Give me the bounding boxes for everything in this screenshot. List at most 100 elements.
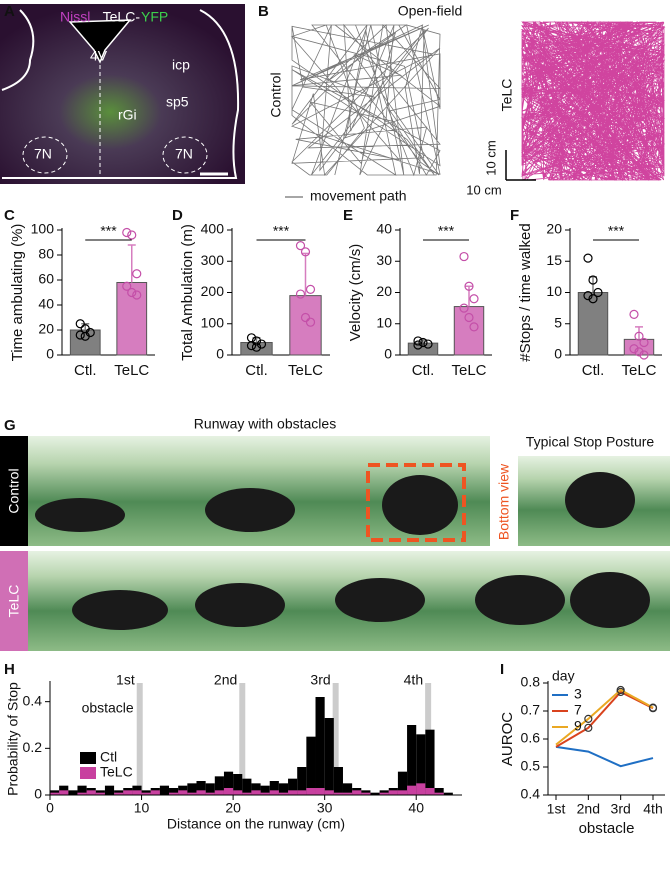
hist-bar [251,790,261,795]
hist-bar [178,790,188,795]
hist-bar [260,785,270,795]
movement-path [520,20,666,182]
y-tick-label: 60 [38,271,54,287]
x-tick-label: TeLC [114,362,149,379]
significance: *** [608,223,625,239]
marker [584,723,593,732]
data-point [634,331,644,341]
hist-bar [397,790,408,795]
data-point [418,337,428,348]
data-point [469,294,479,304]
data-point [639,350,649,360]
y-tick-label: 5 [554,314,562,330]
data-point [122,227,132,238]
y-tick-label: 0.4 [521,786,541,802]
x-tick-label: TeLC [621,362,656,379]
hist-bar [159,785,170,795]
hist-bar [288,790,298,795]
y-tick-label: 0.8 [521,674,541,690]
y-axis-label: Time ambulating (%) [9,224,26,362]
hist-bar [324,790,334,795]
hist-bar [77,792,87,795]
hist-bar [214,776,224,795]
legend-label: movement path [310,188,407,204]
x-axis-label: obstacle [579,820,635,837]
legend-label: TeLC [100,764,133,780]
hist-bar [223,788,234,795]
hist-bar [187,792,197,795]
data-point [295,289,306,299]
y-axis-label: AUROC [499,712,516,766]
legend-label: 7 [574,702,582,718]
data-point [300,247,311,257]
y-tick-label: 10 [546,283,562,299]
data-point [300,312,311,323]
y-axis-label: #Stops / time walked [517,223,534,361]
row-label: TeLC [6,585,22,618]
hist-bar [397,771,408,795]
x-tick-label: 1st [547,801,566,817]
stain-label: TeLC- [103,9,141,25]
data-point [469,322,479,332]
series-line [555,690,654,748]
data-point [132,290,142,300]
y-tick-label: 100 [31,221,55,237]
data-point [634,347,644,357]
y-axis-label: Probability of Stop [5,682,21,796]
track-telc [520,20,666,182]
hist-bar [242,792,252,795]
y-tick-label: 0 [554,346,562,362]
marker [616,685,625,695]
hist-bar [425,729,435,795]
hist-bar [59,790,69,795]
bar [116,282,148,356]
hist-bar [333,767,343,795]
hist-bar [443,792,453,795]
y-tick-label: 30 [376,252,392,268]
hist-bar [269,790,279,795]
x-tick-label: Ctl. [582,362,605,379]
hist-bar [251,783,261,795]
y-tick-label: 0 [34,786,42,802]
y-tick-label: 0 [384,346,392,362]
data-point [127,287,137,298]
obstacle [136,683,143,795]
y-tick-label: 0.4 [23,692,43,708]
data-point [413,336,423,346]
panel-title: Runway with obstacles [194,416,336,432]
data-point [629,309,639,319]
hist-bar [370,792,380,795]
hist-bar [260,792,270,795]
data-point [464,281,474,291]
data-point [305,284,316,294]
hist-bar [196,790,206,795]
inset-title: Typical Stop Posture [526,434,655,450]
region-label: icp [172,57,190,73]
hist-bar [141,792,151,795]
y-axis-label: Total Ambulation (m) [179,224,196,361]
x-tick-label: TeLC [451,362,486,379]
hist-bar [306,736,316,795]
legend-title: day [552,668,575,684]
hist-bar [425,788,435,795]
y-tick-label: 0.2 [23,739,43,755]
x-tick-label: 2nd [577,801,600,817]
panel-letter: F [510,207,519,224]
region-label: 7N [175,146,193,162]
data-point [305,317,316,327]
obstacle-label: 2nd [214,672,237,688]
data-point [75,319,85,329]
y-tick-label: 20 [546,221,562,237]
hist-bar [361,792,371,795]
hist-bar [205,783,215,795]
hist-bar [324,718,334,795]
data-point [593,287,603,298]
hist-bar [306,788,316,795]
legend-label: Ctl [100,749,117,765]
legend-label: 3 [574,686,582,702]
hist-bar [352,790,362,795]
obstacle-label: 1st [116,672,135,688]
region-label: rGi [118,107,137,123]
hist-bar [169,792,179,795]
y-tick-label: 0.5 [521,758,541,774]
